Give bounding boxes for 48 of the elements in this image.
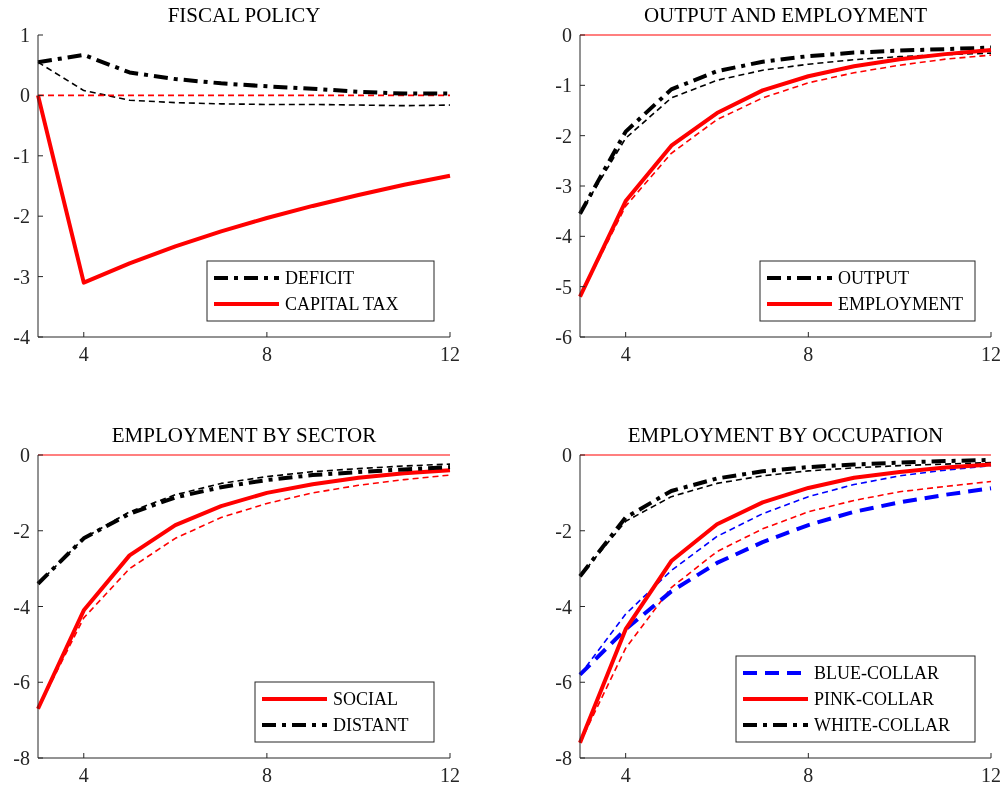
y-tick-label: -6: [555, 326, 572, 348]
y-tick-label: -4: [13, 595, 30, 618]
legend-label: EMPLOYMENT: [838, 294, 963, 315]
y-tick-label: -3: [13, 265, 30, 288]
x-tick-label: 4: [620, 343, 631, 365]
y-tick-label: -6: [13, 671, 30, 694]
legend-label: SOCIAL: [333, 689, 399, 710]
x-tick-label: 12: [981, 764, 1001, 786]
legend-label: DEFICIT: [285, 268, 354, 289]
x-tick-label: 12: [981, 343, 1001, 365]
y-tick-label: -1: [555, 74, 572, 97]
legend-label: BLUE-COLLAR: [814, 663, 939, 684]
x-tick-label: 8: [803, 764, 814, 786]
y-tick-label: -3: [555, 175, 572, 197]
chart-title: OUTPUT AND EMPLOYMENT: [643, 3, 928, 27]
y-tick-label: 1: [20, 24, 30, 46]
x-tick-label: 8: [803, 343, 814, 365]
y-tick-label: -6: [555, 671, 572, 694]
y-tick-label: -2: [555, 519, 572, 542]
x-tick-label: 4: [78, 343, 89, 365]
legend-label: CAPITAL TAX: [285, 294, 399, 315]
legend-label: DISTANT: [333, 715, 409, 736]
y-tick-label: 0: [20, 444, 30, 466]
legend-label: OUTPUT: [838, 268, 909, 289]
y-tick-label: 0: [20, 84, 30, 107]
x-tick-label: 8: [261, 343, 272, 365]
legend-label: WHITE-COLLAR: [814, 715, 950, 736]
y-tick-label: -5: [555, 275, 572, 298]
x-tick-label: 12: [440, 343, 460, 365]
chart-title: FISCAL POLICY: [167, 3, 321, 27]
y-tick-label: -2: [555, 124, 572, 147]
y-tick-label: -8: [13, 747, 30, 769]
y-tick-label: 0: [562, 444, 572, 466]
x-tick-label: 4: [78, 764, 89, 786]
y-tick-label: 0: [562, 24, 572, 46]
x-tick-label: 8: [261, 764, 272, 786]
y-tick-label: -1: [13, 144, 30, 167]
y-tick-label: -4: [555, 225, 572, 248]
chart-title: EMPLOYMENT BY OCCUPATION: [627, 423, 944, 447]
legend-label: PINK-COLLAR: [814, 689, 934, 710]
y-tick-label: -4: [13, 326, 30, 348]
y-tick-label: -2: [13, 519, 30, 542]
chart-title: EMPLOYMENT BY SECTOR: [111, 423, 377, 447]
x-tick-label: 12: [440, 764, 460, 786]
y-tick-label: -2: [13, 205, 30, 228]
x-tick-label: 4: [620, 764, 631, 786]
y-tick-label: -8: [555, 747, 572, 769]
y-tick-label: -4: [555, 595, 572, 618]
